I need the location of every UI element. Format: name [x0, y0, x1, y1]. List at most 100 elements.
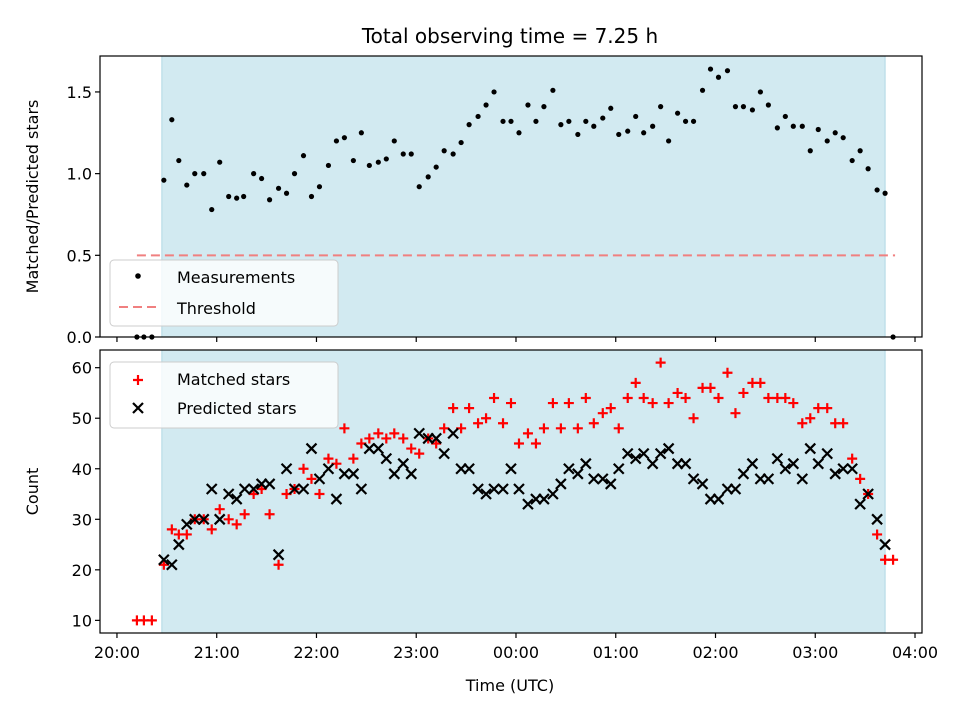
predicted-star-point [796, 473, 809, 485]
matched-star-point [146, 615, 157, 626]
measurement-point [807, 148, 813, 154]
predicted-star-point [338, 468, 351, 480]
x-tick-label: 20:00 [94, 643, 140, 662]
count-x-axis: 20:00 21:00 22:00 23:00 00:00 01:00 02:00 03:00… [94, 633, 938, 662]
measurement-point [724, 68, 731, 74]
measurement-point [740, 104, 747, 110]
matched-star-point [473, 418, 484, 429]
measurement-point [201, 171, 207, 177]
predicted-star-point [397, 457, 410, 470]
legend-marker-predicted [132, 402, 144, 414]
predicted-star-point [771, 452, 784, 465]
ratio-marks [134, 66, 896, 340]
matched-star-point [223, 514, 234, 525]
predicted-star-point [158, 553, 170, 566]
predicted-star-point [463, 462, 475, 475]
measurement-point [491, 89, 497, 95]
matched-star-point [738, 387, 749, 398]
legend-label-measurements: Measurements [177, 268, 295, 287]
predicted-star-point [280, 462, 293, 475]
matched-star-point [555, 423, 566, 434]
predicted-star-point [646, 457, 659, 470]
predicted-star-point [313, 473, 326, 485]
matched-star-point [414, 448, 425, 459]
measurement-point [433, 164, 439, 170]
measurement-point [799, 123, 805, 129]
matched-star-point [398, 433, 409, 444]
x-tick-label: 23:00 [393, 643, 439, 662]
predicted-star-point [604, 478, 617, 490]
x-tick-label: 22:00 [293, 643, 339, 662]
predicted-star-point [405, 468, 418, 480]
measurement-point [790, 123, 796, 129]
measurement-point [192, 171, 198, 177]
predicted-star-point [829, 468, 841, 480]
matched-star-point [323, 453, 334, 464]
measurement-point [625, 128, 631, 134]
count-legend: Matched stars Predicted stars [109, 361, 339, 429]
y-tick-label: 1.0 [67, 165, 92, 184]
predicted-star-point [372, 442, 385, 455]
predicted-star-point [205, 483, 218, 495]
matched-star-point [572, 423, 583, 434]
measurement-point [774, 125, 780, 131]
predicted-star-point [812, 457, 825, 470]
measurement-point [508, 118, 514, 124]
count-marks [131, 357, 899, 626]
measurement-point [658, 104, 664, 110]
count-panel-frame [99, 349, 923, 634]
predicted-star-point [729, 483, 742, 495]
predicted-star-point [679, 457, 692, 470]
measurement-point [616, 131, 622, 138]
predicted-star-point [263, 478, 276, 490]
matched-star-point [713, 393, 724, 404]
matched-star-point [588, 418, 599, 429]
measurement-point [533, 118, 539, 124]
predicted-star-point [862, 488, 874, 500]
matched-star-point [788, 398, 799, 409]
matched-star-point [647, 398, 658, 409]
predicted-star-point [563, 462, 575, 475]
measurement-point [341, 135, 348, 141]
measurement-point [466, 122, 472, 128]
measurement-point [566, 118, 572, 124]
measurement-point [176, 157, 182, 164]
matched-star-point [273, 559, 284, 570]
matched-star-point [264, 509, 275, 520]
predicted-star-point [355, 483, 368, 495]
ratio-legend: Measurements Threshold [109, 259, 339, 327]
y-tick-label: 60 [72, 359, 92, 378]
x-tick-label: 02:00 [692, 643, 738, 662]
measurement-point [184, 182, 190, 188]
predicted-star-point [272, 548, 285, 561]
y-tick-label: 0.5 [67, 246, 92, 265]
matched-star-point [722, 367, 733, 378]
matched-star-point [506, 398, 516, 409]
measurement-point [391, 138, 397, 144]
predicted-star-point [746, 457, 759, 470]
predicted-star-point [696, 478, 709, 490]
measurement-point [275, 185, 282, 191]
measurement-point [550, 87, 556, 93]
measurement-point [641, 130, 647, 136]
matched-star-point [166, 524, 177, 535]
measurement-point [865, 166, 871, 172]
predicted-star-point [879, 538, 891, 551]
matched-star-point [231, 519, 242, 530]
matched-star-point [780, 393, 791, 404]
predicted-star-point [363, 442, 376, 455]
legend-label-matched: Matched stars [177, 370, 290, 389]
predicted-star-point [538, 493, 550, 505]
matched-star-point [530, 438, 541, 449]
predicted-star-point [762, 473, 775, 485]
count-y-axis: 10 20 30 40 50 60 [72, 359, 100, 630]
measurement-point [824, 138, 830, 144]
predicted-star-point [588, 473, 600, 485]
predicted-star-point [547, 488, 559, 500]
matched-star-point [605, 403, 616, 414]
matched-star-point [181, 529, 192, 540]
measurement-point [441, 148, 447, 154]
predicted-star-point [288, 483, 301, 495]
predicted-star-point [173, 538, 185, 551]
